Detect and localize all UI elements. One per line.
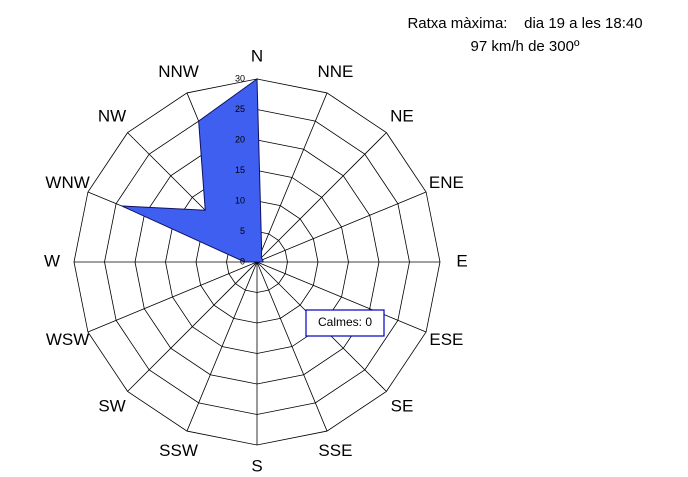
spoke: [256, 191, 427, 263]
direction-label: NE: [390, 107, 414, 126]
direction-label: SSW: [159, 441, 198, 460]
direction-label: NW: [98, 107, 126, 126]
radar-area: [121, 78, 264, 263]
r-tick-label: 10: [235, 195, 245, 205]
spoke: [186, 261, 258, 432]
spoke: [256, 132, 387, 263]
direction-label: S: [251, 456, 262, 475]
direction-label: ESE: [429, 330, 463, 349]
calm-box: [305, 309, 385, 337]
direction-label: WSW: [46, 330, 89, 349]
r-tick-label: 0: [240, 256, 245, 266]
direction-label: W: [44, 251, 60, 270]
annotation: Calmes: 0: [318, 315, 372, 329]
r-tick-label: 30: [235, 73, 245, 83]
spoke: [127, 261, 258, 392]
direction-label: ENE: [429, 173, 464, 192]
r-tick-label: 25: [235, 104, 245, 114]
direction-label: NNW: [158, 62, 199, 81]
direction-label: SW: [98, 396, 125, 415]
direction-label: NNE: [317, 62, 353, 81]
direction-label: SE: [391, 396, 414, 415]
spoke: [87, 261, 258, 333]
r-tick-label: 20: [235, 134, 245, 144]
r-tick-label: 5: [240, 226, 245, 236]
direction-label: N: [251, 46, 263, 65]
direction-label: WNW: [45, 173, 89, 192]
direction-label: E: [456, 251, 467, 270]
annotation: 97 km/h de 300º: [471, 38, 580, 55]
r-tick-label: 15: [235, 165, 245, 175]
annotation: Ratxa màxima: dia 19 a les 18:40: [407, 15, 642, 32]
spoke: [256, 261, 427, 333]
spoke: [256, 261, 328, 432]
direction-label: SSE: [318, 441, 352, 460]
spoke: [256, 92, 328, 263]
